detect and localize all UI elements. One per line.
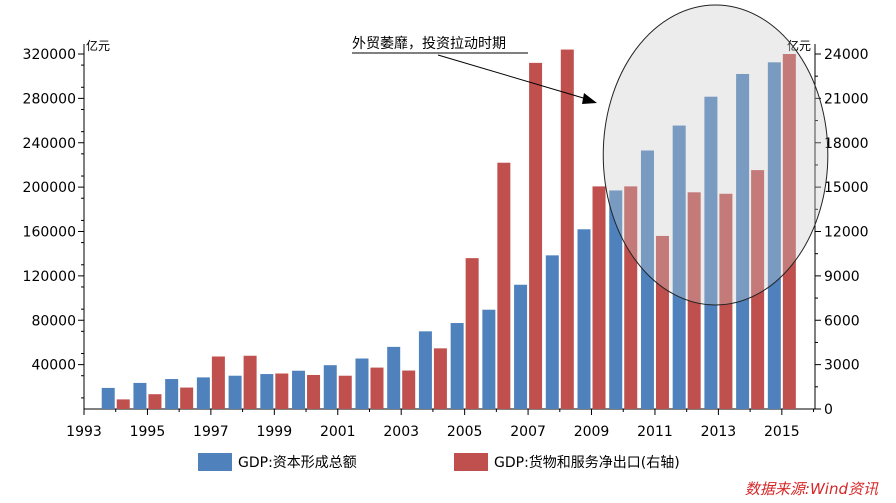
bar-net-export xyxy=(338,375,352,409)
bar-investment xyxy=(514,284,528,409)
bar-investment xyxy=(260,374,274,409)
right-tick-label: 12000 xyxy=(824,225,869,241)
left-tick-label: 280000 xyxy=(23,91,76,107)
x-tick-label: 2015 xyxy=(764,424,800,440)
x-tick-label: 2007 xyxy=(510,424,546,440)
bar-investment xyxy=(355,358,369,409)
bar-investment xyxy=(165,379,179,409)
annotation-arrow-line xyxy=(437,54,591,101)
bar-investment xyxy=(323,365,337,409)
bar-net-export xyxy=(116,399,130,409)
bar-net-export xyxy=(624,186,638,409)
bar-net-export xyxy=(529,62,543,409)
bar-investment xyxy=(387,346,401,409)
right-tick-label: 15000 xyxy=(824,180,869,196)
x-tick-label: 2009 xyxy=(574,424,610,440)
bar-net-export xyxy=(275,373,289,409)
bar-net-export xyxy=(307,374,321,409)
left-axis-unit: 亿元 xyxy=(86,38,110,53)
bar-net-export xyxy=(497,162,511,409)
bar-investment xyxy=(228,375,242,409)
bar-net-export xyxy=(560,49,574,409)
legend-swatch-net-export xyxy=(454,453,488,471)
highlight-ellipse xyxy=(602,4,829,306)
left-tick-label: 80000 xyxy=(31,313,76,329)
bar-net-export xyxy=(180,387,194,409)
left-tick-label: 200000 xyxy=(23,180,76,196)
left-tick-label: 240000 xyxy=(23,136,76,152)
x-tick-label: 2005 xyxy=(447,424,483,440)
bar-investment xyxy=(133,382,147,409)
legend-label-net-export: GDP:货物和服务净出口(右轴) xyxy=(494,454,680,471)
right-tick-label: 21000 xyxy=(824,91,869,107)
bar-net-export xyxy=(370,367,384,409)
bar-net-export xyxy=(211,356,225,409)
left-tick-label: 160000 xyxy=(23,225,76,241)
x-tick-label: 1999 xyxy=(256,424,292,440)
x-tick-label: 2001 xyxy=(320,424,356,440)
bar-net-export xyxy=(243,355,257,409)
source-note: 数据来源:Wind资讯 xyxy=(744,480,878,498)
annotation-arrow-head xyxy=(582,93,597,104)
bar-net-export xyxy=(592,186,606,409)
legend-swatch-investment xyxy=(198,453,232,471)
bar-investment xyxy=(101,387,115,409)
bar-investment xyxy=(545,255,559,409)
right-tick-label: 24000 xyxy=(824,47,869,63)
bar-investment xyxy=(704,96,718,409)
right-tick-label: 0 xyxy=(824,402,833,418)
bar-net-export xyxy=(465,258,479,409)
x-tick-label: 1993 xyxy=(66,424,102,440)
bar-net-export xyxy=(433,348,447,409)
bar-net-export xyxy=(719,193,733,409)
bar-investment xyxy=(609,190,623,409)
bar-investment xyxy=(292,370,306,409)
x-tick-label: 1997 xyxy=(193,424,229,440)
right-tick-label: 6000 xyxy=(824,313,860,329)
left-tick-label: 40000 xyxy=(31,358,76,374)
right-tick-label: 9000 xyxy=(824,269,860,285)
bar-investment xyxy=(736,73,750,409)
x-tick-label: 2003 xyxy=(383,424,419,440)
bar-net-export xyxy=(402,370,416,409)
right-tick-label: 18000 xyxy=(824,136,869,152)
bar-net-export xyxy=(751,170,765,409)
bar-investment xyxy=(418,331,432,409)
legend-label-investment: GDP:资本形成总额 xyxy=(238,455,357,471)
bar-investment xyxy=(196,377,210,409)
left-tick-label: 120000 xyxy=(23,269,76,285)
bar-investment xyxy=(450,323,464,409)
bar-net-export xyxy=(782,54,796,409)
bar-net-export xyxy=(655,235,669,409)
right-tick-label: 3000 xyxy=(824,358,860,374)
bar-investment xyxy=(767,62,781,409)
bar-net-export xyxy=(148,394,162,409)
bar-net-export xyxy=(687,192,701,409)
right-axis-unit: 亿元 xyxy=(787,38,811,53)
bar-investment xyxy=(640,150,654,409)
x-tick-label: 1995 xyxy=(130,424,166,440)
bar-investment xyxy=(672,125,686,409)
left-tick-label: 320000 xyxy=(23,47,76,63)
annotation-text: 外贸萎靡，投资拉动时期 xyxy=(352,35,506,52)
bar-investment xyxy=(577,229,591,409)
bar-investment xyxy=(482,309,496,409)
x-tick-label: 2013 xyxy=(701,424,737,440)
x-tick-label: 2011 xyxy=(637,424,673,440)
